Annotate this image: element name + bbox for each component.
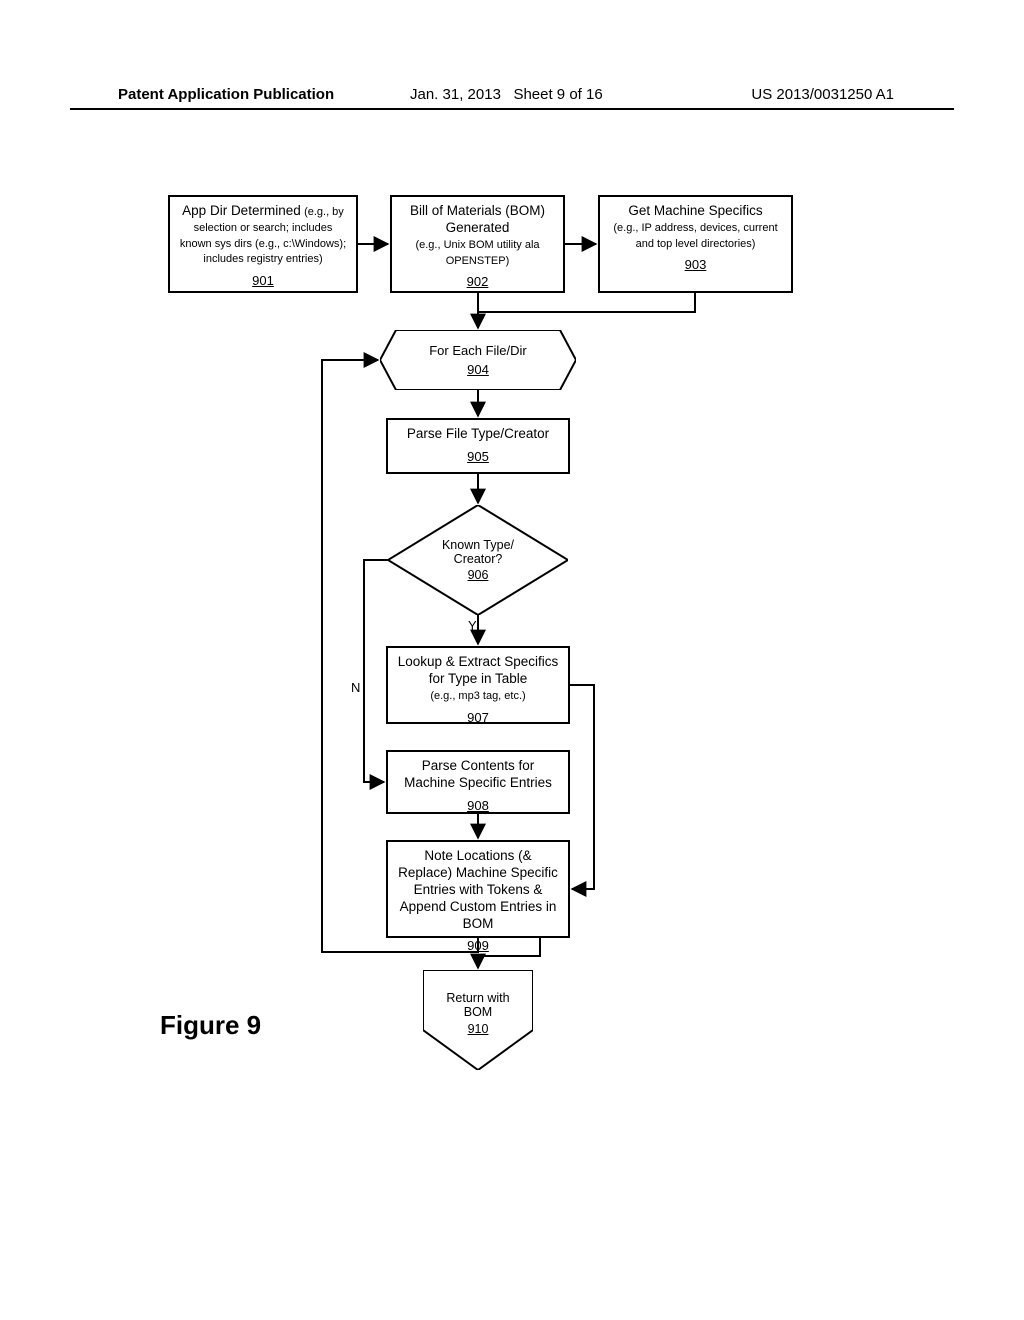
node-title: For Each File/Dir	[429, 343, 527, 358]
node-907-lookup-extract: Lookup & Extract Specifics for Type in T…	[386, 646, 570, 724]
node-910-return: Return with BOM 910	[423, 970, 533, 1070]
node-title: Note Locations (& Replace) Machine Speci…	[398, 848, 558, 931]
node-title: Lookup & Extract Specifics for Type in T…	[398, 654, 559, 686]
node-ref: 908	[467, 798, 489, 814]
node-title: Parse File Type/Creator	[407, 426, 549, 441]
node-ref: 902	[467, 274, 489, 290]
header-date: Jan. 31, 2013	[410, 86, 501, 103]
figure-label: Figure 9	[160, 1010, 261, 1041]
node-ref: 904	[467, 362, 489, 377]
header-publication: Patent Application Publication	[118, 86, 334, 103]
node-909-note-locations: Note Locations (& Replace) Machine Speci…	[386, 840, 570, 938]
node-title: Parse Contents for Machine Specific Entr…	[404, 758, 552, 790]
node-ref: 906	[468, 568, 489, 582]
node-908-parse-contents: Parse Contents for Machine Specific Entr…	[386, 750, 570, 814]
edge-label-yes: Y	[468, 618, 477, 633]
node-title: Bill of Materials (BOM) Generated	[410, 203, 545, 235]
node-sub: (e.g., Unix BOM utility ala OPENSTEP)	[415, 239, 539, 267]
node-title: Get Machine Specifics	[628, 203, 762, 218]
header-date-sheet: Jan. 31, 2013 Sheet 9 of 16	[410, 86, 603, 103]
node-ref: 910	[468, 1022, 489, 1036]
node-901-app-dir: App Dir Determined (e.g., by selection o…	[168, 195, 358, 293]
edge-label-no: N	[351, 680, 360, 695]
node-ref: 907	[467, 710, 489, 726]
node-title: Return with BOM	[446, 991, 509, 1019]
node-904-foreach: For Each File/Dir 904	[380, 330, 576, 390]
node-ref: 909	[467, 938, 489, 954]
node-sub: (e.g., mp3 tag, etc.)	[430, 690, 525, 702]
header-sheet: Sheet 9 of 16	[513, 86, 602, 103]
header-patent-number: US 2013/0031250 A1	[751, 86, 894, 103]
node-title: Known Type/ Creator?	[442, 538, 514, 566]
node-902-bom-generated: Bill of Materials (BOM) Generated (e.g.,…	[390, 195, 565, 293]
header-rule	[70, 108, 954, 110]
node-906-known-type: Known Type/ Creator? 906	[388, 505, 568, 615]
node-ref: 901	[252, 273, 274, 289]
node-ref: 903	[685, 257, 707, 273]
node-903-machine-specifics: Get Machine Specifics (e.g., IP address,…	[598, 195, 793, 293]
node-ref: 905	[467, 449, 489, 465]
node-title: App Dir Determined	[182, 203, 301, 218]
node-905-parse-type: Parse File Type/Creator 905	[386, 418, 570, 474]
patent-figure-page: Patent Application Publication Jan. 31, …	[0, 0, 1024, 1320]
node-sub: (e.g., IP address, devices, current and …	[613, 222, 777, 250]
